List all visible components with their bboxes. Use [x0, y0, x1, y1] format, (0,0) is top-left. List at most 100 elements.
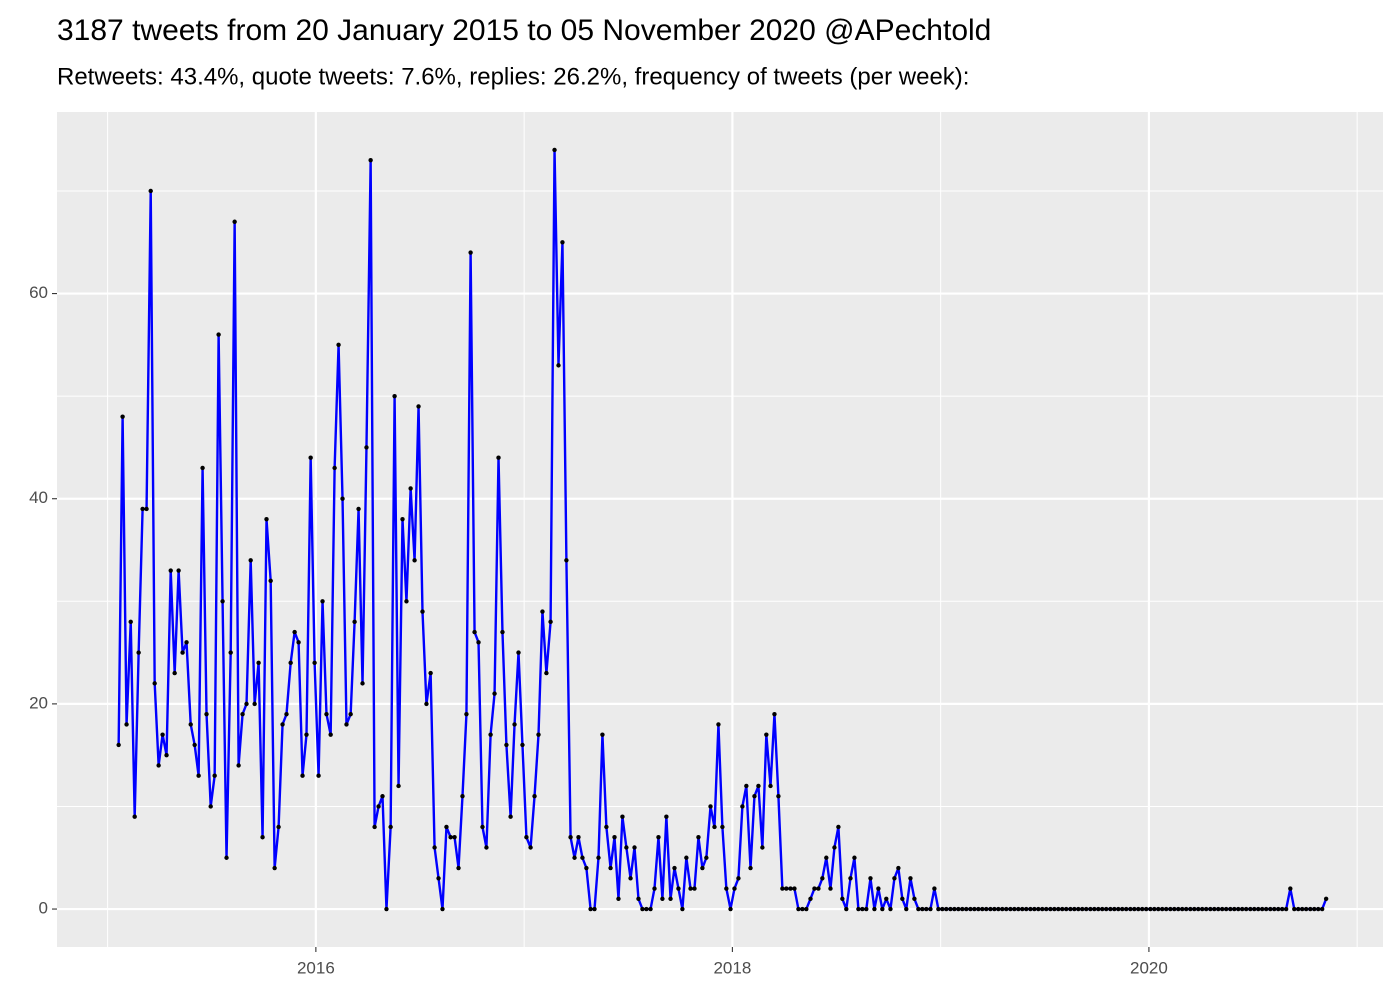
data-point	[852, 855, 857, 860]
data-point	[1056, 906, 1061, 912]
data-point	[656, 835, 661, 840]
data-point	[652, 886, 657, 891]
data-point	[288, 660, 293, 666]
data-point	[1316, 906, 1321, 912]
data-point	[1068, 906, 1073, 912]
data-point	[648, 906, 653, 912]
data-point	[472, 629, 477, 635]
data-point	[724, 886, 729, 891]
data-point	[936, 906, 941, 912]
data-point	[192, 742, 197, 748]
data-point	[1120, 906, 1125, 912]
data-point	[956, 906, 961, 912]
data-point	[1144, 906, 1149, 912]
data-point	[216, 332, 221, 337]
data-point	[136, 650, 141, 655]
data-point	[1012, 906, 1017, 912]
data-point	[240, 711, 245, 717]
data-point	[580, 855, 585, 860]
data-point	[600, 732, 605, 737]
data-point	[1016, 906, 1021, 912]
data-point	[508, 814, 513, 819]
data-point	[388, 824, 393, 830]
data-point	[1283, 906, 1289, 912]
data-point	[532, 794, 537, 799]
data-point	[1176, 906, 1181, 912]
data-point	[252, 701, 257, 707]
data-point	[392, 393, 397, 399]
data-point	[1212, 906, 1217, 912]
data-point	[1008, 906, 1013, 912]
data-point	[1088, 906, 1093, 912]
data-point	[448, 835, 453, 840]
data-point	[500, 629, 505, 635]
data-point	[200, 465, 205, 471]
data-point	[1092, 906, 1097, 912]
data-point	[1076, 906, 1081, 912]
data-point	[1024, 906, 1029, 912]
data-point	[676, 886, 681, 891]
data-point	[680, 906, 685, 912]
data-point	[1032, 906, 1037, 912]
data-point	[168, 568, 173, 573]
data-point	[476, 640, 481, 645]
data-point	[868, 876, 873, 881]
data-point	[988, 906, 993, 912]
data-point	[564, 558, 569, 563]
data-point	[416, 404, 421, 409]
data-point	[176, 568, 181, 573]
data-point	[644, 906, 649, 912]
data-point	[808, 896, 813, 901]
data-point	[304, 732, 309, 737]
data-point	[520, 742, 525, 748]
data-point	[796, 906, 801, 912]
data-point	[672, 865, 677, 871]
data-point	[128, 619, 133, 625]
data-point	[768, 783, 773, 789]
data-point	[220, 599, 225, 604]
data-point	[1319, 906, 1325, 912]
data-point	[524, 835, 529, 840]
data-point	[364, 445, 369, 450]
data-point	[996, 906, 1001, 912]
data-point	[516, 650, 521, 655]
data-point	[156, 763, 161, 768]
data-point	[212, 773, 217, 778]
data-point	[872, 906, 877, 912]
data-point	[736, 876, 741, 881]
data-point	[732, 886, 737, 891]
data-point	[1044, 906, 1049, 912]
data-point	[892, 876, 897, 881]
data-point	[132, 814, 137, 819]
data-point	[696, 835, 701, 840]
data-point	[116, 742, 121, 748]
data-point	[1180, 906, 1185, 912]
data-point	[704, 855, 709, 860]
data-point	[504, 742, 509, 748]
data-point	[296, 640, 301, 645]
data-point	[368, 158, 373, 163]
data-point	[380, 794, 385, 799]
data-point	[800, 906, 805, 912]
data-point	[604, 824, 609, 830]
x-tick-label: 2016	[297, 958, 335, 977]
data-point	[772, 711, 777, 717]
data-point	[1208, 906, 1213, 912]
data-point	[160, 732, 165, 737]
data-point	[344, 722, 349, 727]
data-point	[992, 906, 997, 912]
data-point	[844, 906, 849, 912]
data-point	[1160, 906, 1165, 912]
data-point	[944, 906, 949, 912]
data-point	[864, 906, 869, 912]
data-point	[236, 763, 241, 768]
data-point	[816, 886, 821, 891]
data-point	[260, 835, 265, 840]
data-point	[460, 794, 465, 799]
data-point	[660, 896, 665, 901]
data-point	[568, 835, 573, 840]
data-point	[556, 363, 561, 368]
data-point	[152, 681, 157, 686]
data-point	[920, 906, 925, 912]
data-point	[1124, 906, 1129, 912]
